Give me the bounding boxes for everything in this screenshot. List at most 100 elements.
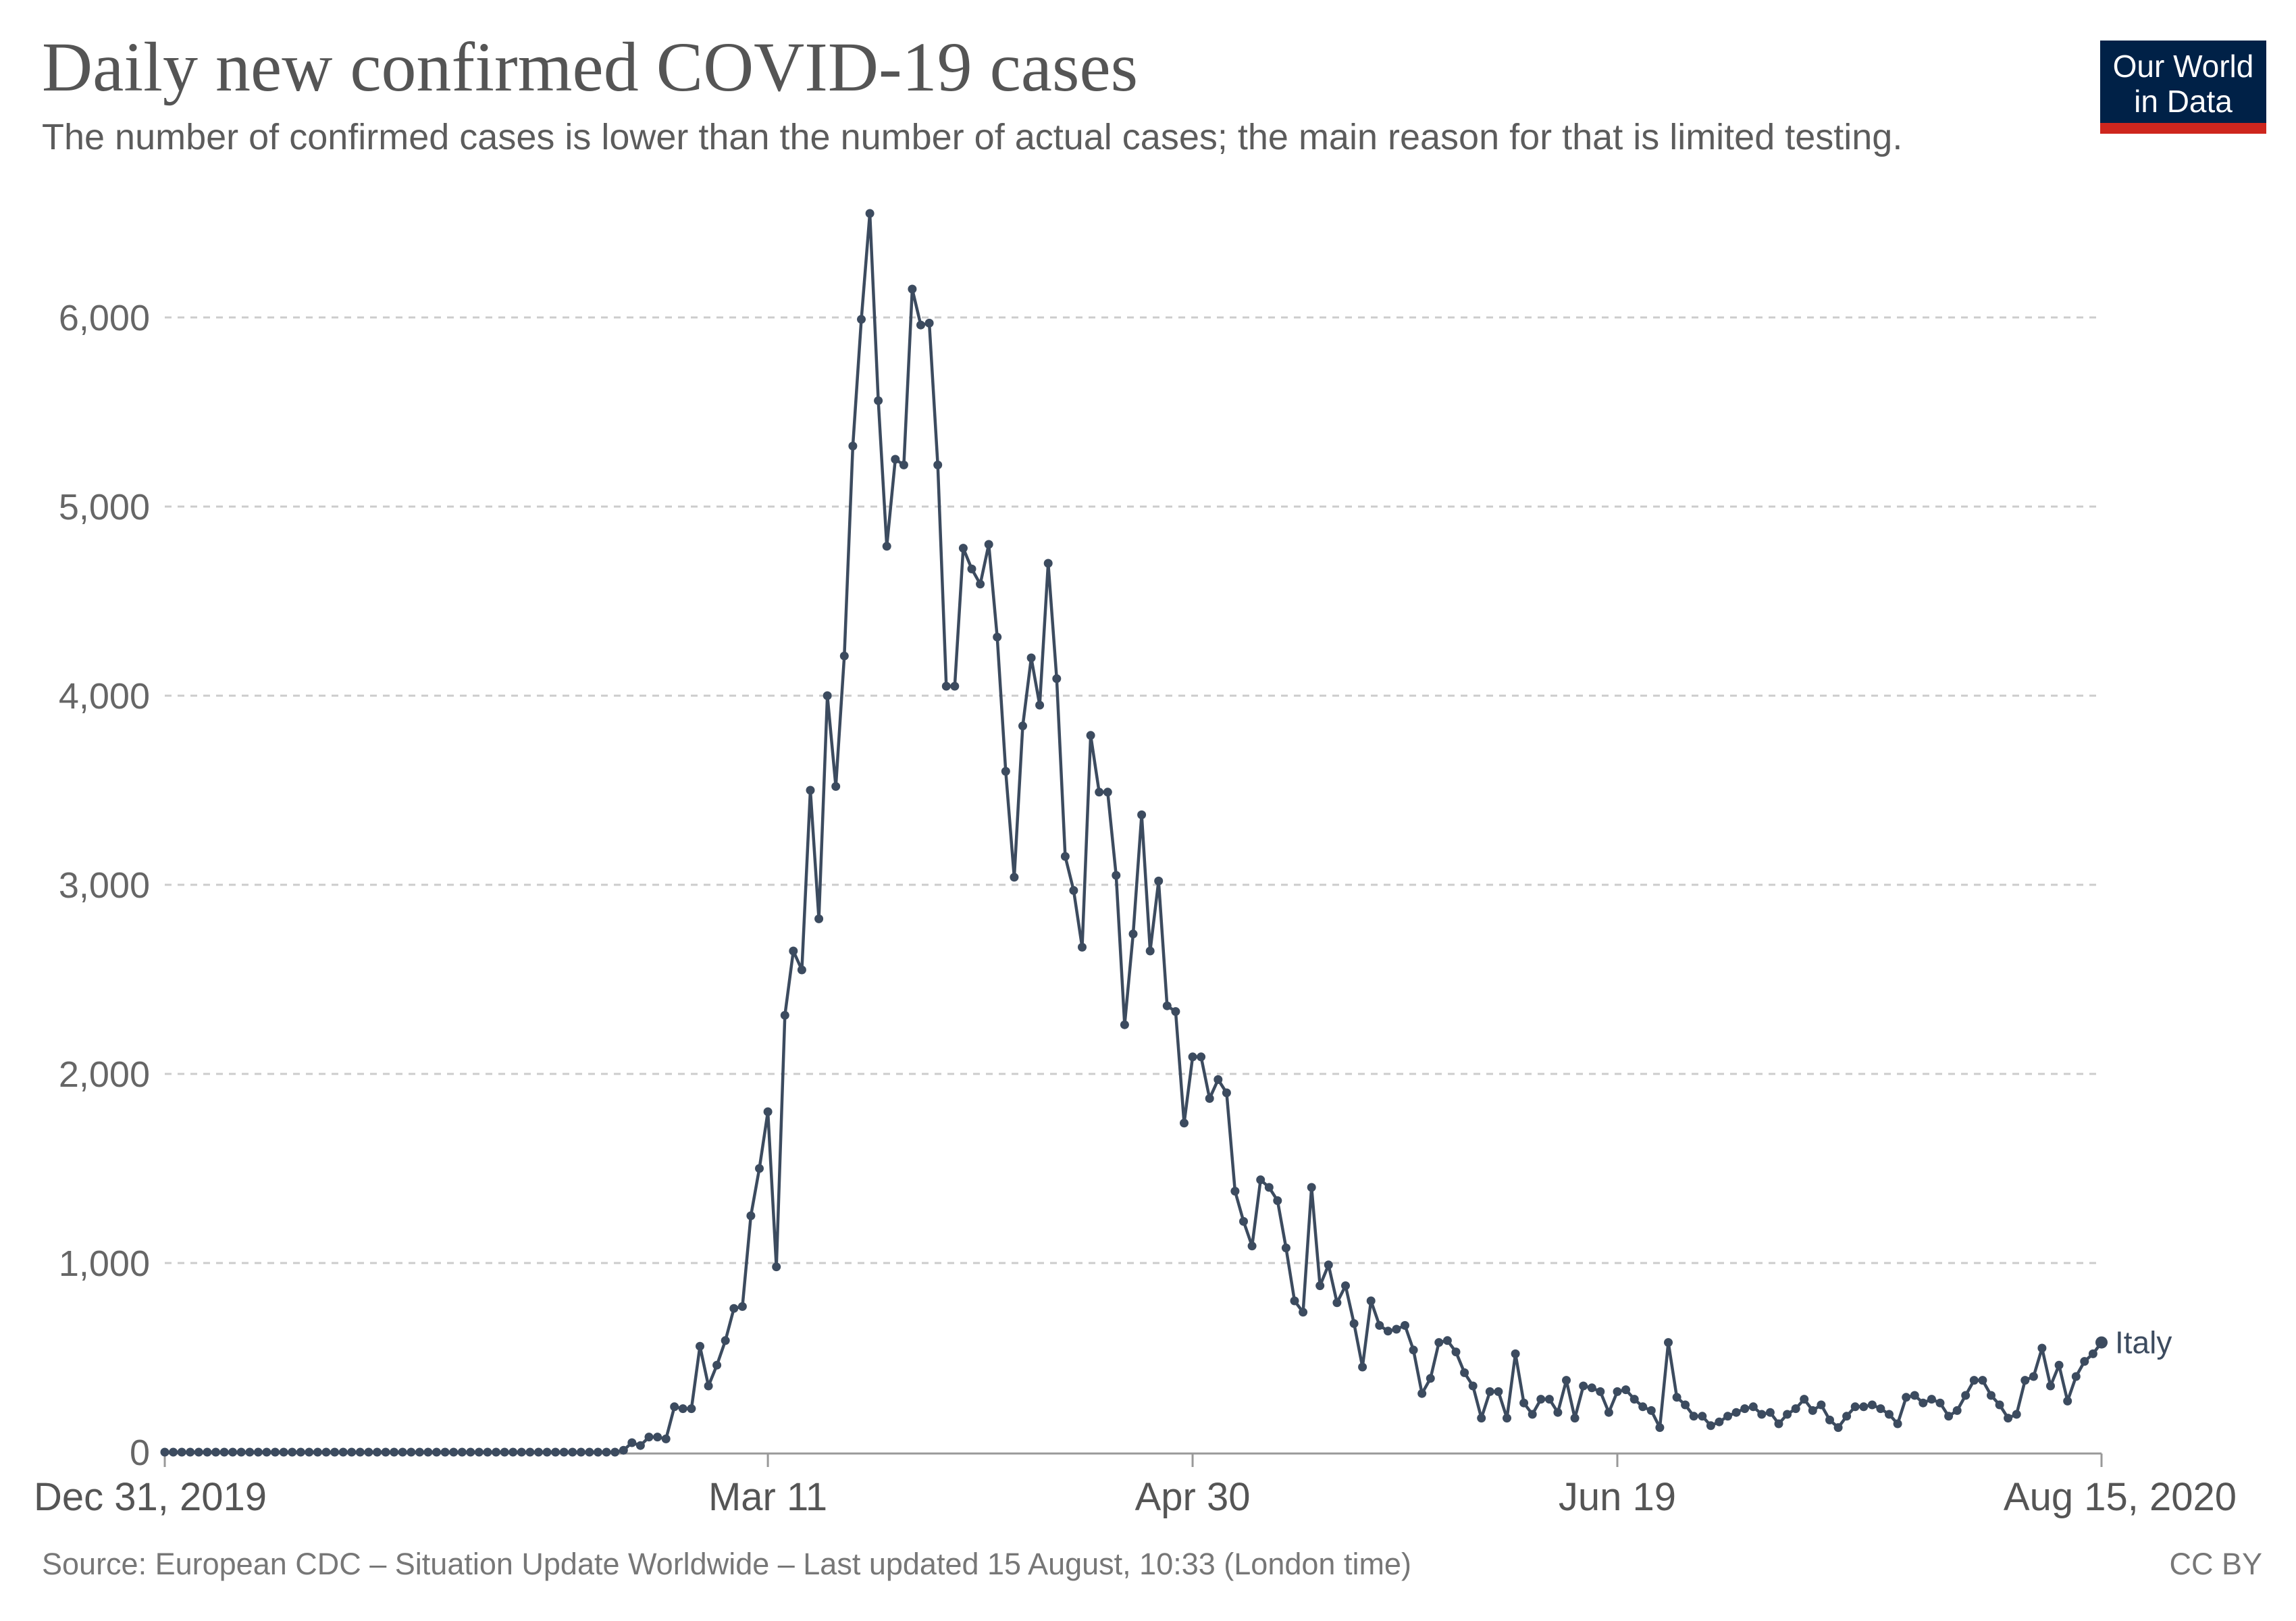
data-point[interactable] [542, 1447, 552, 1457]
data-point[interactable] [1442, 1336, 1452, 1345]
data-point[interactable] [559, 1447, 569, 1457]
data-point[interactable] [576, 1447, 585, 1457]
data-point[interactable] [1494, 1387, 1503, 1396]
data-point[interactable] [364, 1447, 373, 1457]
data-point[interactable] [1180, 1118, 1189, 1128]
data-point[interactable] [245, 1447, 255, 1457]
data-point[interactable] [1553, 1408, 1563, 1417]
data-point[interactable] [381, 1447, 390, 1457]
data-point[interactable] [423, 1447, 433, 1457]
data-point[interactable] [1256, 1175, 1266, 1185]
data-point[interactable] [976, 580, 985, 589]
data-point[interactable] [696, 1341, 704, 1351]
data-point[interactable] [1128, 929, 1138, 939]
data-point[interactable] [1748, 1402, 1758, 1412]
data-point[interactable] [1426, 1374, 1435, 1383]
data-point[interactable] [228, 1447, 238, 1457]
data-point[interactable] [1043, 559, 1053, 568]
data-point[interactable] [1740, 1404, 1750, 1414]
data-point[interactable] [2020, 1376, 2030, 1385]
data-point[interactable] [2071, 1372, 2081, 1381]
data-point[interactable] [517, 1447, 526, 1457]
data-point[interactable] [186, 1447, 195, 1457]
data-point[interactable] [1944, 1412, 1954, 1421]
data-point[interactable] [1060, 852, 1070, 861]
data-point[interactable] [839, 651, 849, 661]
data-point[interactable] [644, 1433, 654, 1442]
data-point[interactable] [1095, 788, 1104, 797]
data-point[interactable] [1859, 1402, 1869, 1412]
data-point[interactable] [1867, 1400, 1877, 1410]
data-point[interactable] [1562, 1376, 1571, 1385]
data-point[interactable] [1307, 1183, 1316, 1192]
data-point[interactable] [704, 1381, 713, 1391]
data-point[interactable] [958, 544, 968, 553]
data-point[interactable] [1171, 1007, 1180, 1017]
data-point[interactable] [1383, 1327, 1392, 1336]
data-point[interactable] [1885, 1410, 1894, 1419]
data-point[interactable] [1026, 653, 1036, 663]
data-point[interactable] [1629, 1395, 1639, 1404]
data-point[interactable] [1570, 1414, 1580, 1423]
data-point[interactable] [1808, 1406, 1817, 1415]
data-point[interactable] [1528, 1410, 1537, 1419]
data-point[interactable] [330, 1447, 340, 1457]
data-point[interactable] [373, 1447, 382, 1457]
data-point[interactable] [169, 1447, 178, 1457]
data-point[interactable] [712, 1360, 722, 1370]
data-point[interactable] [1120, 1020, 1129, 1029]
data-point[interactable] [984, 540, 993, 549]
data-point[interactable] [457, 1447, 467, 1457]
data-point[interactable] [1817, 1400, 1826, 1410]
data-point[interactable] [1731, 1408, 1741, 1417]
data-point[interactable] [2012, 1410, 2021, 1419]
data-point[interactable] [262, 1447, 271, 1457]
data-point[interactable] [780, 1010, 789, 1020]
data-point[interactable] [1103, 788, 1112, 797]
data-point[interactable] [1638, 1402, 1648, 1412]
data-point[interactable] [678, 1404, 687, 1414]
data-point[interactable] [1188, 1052, 1197, 1062]
data-point[interactable] [1358, 1362, 1367, 1372]
data-point[interactable] [1069, 885, 1078, 895]
data-point[interactable] [508, 1447, 518, 1457]
data-point[interactable] [1315, 1281, 1325, 1291]
data-point[interactable] [219, 1447, 229, 1457]
data-point[interactable] [1689, 1412, 1698, 1421]
data-point[interactable] [347, 1447, 357, 1457]
owid-logo[interactable]: Our World in Data [2100, 41, 2266, 134]
data-point[interactable] [449, 1447, 459, 1457]
data-point[interactable] [1299, 1308, 1308, 1317]
data-point[interactable] [763, 1107, 773, 1116]
data-point[interactable] [194, 1447, 203, 1457]
data-point[interactable] [1842, 1412, 1852, 1421]
data-point[interactable] [1366, 1296, 1376, 1306]
data-point[interactable] [1876, 1404, 1885, 1414]
data-point[interactable] [1698, 1412, 1707, 1421]
data-point[interactable] [967, 564, 976, 573]
data-point[interactable] [823, 691, 832, 700]
data-point[interactable] [729, 1304, 739, 1313]
data-point[interactable] [1001, 767, 1010, 776]
data-point[interactable] [950, 681, 960, 691]
data-point[interactable] [296, 1447, 305, 1457]
data-point[interactable] [407, 1447, 416, 1457]
data-point[interactable] [1451, 1347, 1461, 1357]
data-point[interactable] [1969, 1376, 1979, 1385]
data-point[interactable] [789, 946, 798, 956]
data-point[interactable] [1281, 1243, 1290, 1253]
data-point[interactable] [1239, 1216, 1248, 1226]
data-point[interactable] [390, 1447, 399, 1457]
data-point[interactable] [1468, 1381, 1478, 1391]
data-point[interactable] [1222, 1088, 1231, 1098]
data-point[interactable] [1332, 1298, 1342, 1308]
data-point[interactable] [1375, 1320, 1384, 1330]
data-point[interactable] [279, 1447, 288, 1457]
data-point[interactable] [1230, 1187, 1240, 1196]
data-point[interactable] [848, 441, 858, 451]
data-point[interactable] [1511, 1349, 1520, 1358]
data-point[interactable] [321, 1447, 331, 1457]
data-point[interactable] [500, 1447, 509, 1457]
data-point[interactable] [432, 1447, 441, 1457]
data-point[interactable] [1137, 810, 1147, 819]
